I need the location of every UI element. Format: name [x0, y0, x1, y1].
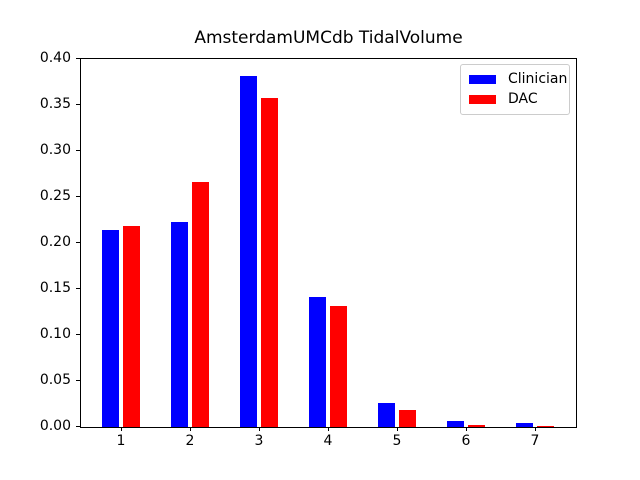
- legend-label-dac: DAC: [508, 91, 538, 107]
- y-tick-mark: [76, 104, 80, 105]
- x-axis-tick-label: 7: [530, 433, 540, 449]
- y-axis-tick-label: 0.35: [39, 96, 71, 112]
- legend-item-clinician: Clinician: [469, 69, 567, 89]
- x-tick-mark: [466, 427, 467, 431]
- y-tick-mark: [76, 334, 80, 335]
- x-tick-mark: [190, 427, 191, 431]
- y-tick-mark: [76, 426, 80, 427]
- y-axis-tick-label: 0.25: [39, 188, 71, 204]
- y-axis-tick-label: 0.10: [39, 326, 71, 342]
- x-axis-tick-label: 5: [392, 433, 402, 449]
- bar-dac-3: [261, 98, 278, 427]
- y-axis-tick-label: 0.40: [39, 50, 71, 66]
- chart-title: AmsterdamUMCdb TidalVolume: [194, 28, 463, 48]
- bar-clinician-4: [309, 297, 326, 427]
- y-tick-mark: [76, 58, 80, 59]
- y-tick-mark: [76, 242, 80, 243]
- bar-clinician-2: [171, 222, 188, 427]
- bar-clinician-7: [516, 423, 533, 427]
- plot-area: [80, 58, 577, 428]
- x-axis-tick-label: 6: [461, 433, 471, 449]
- legend-swatch-clinician-icon: [469, 74, 496, 84]
- bar-dac-1: [123, 226, 140, 427]
- y-tick-mark: [76, 196, 80, 197]
- x-axis-tick-label: 2: [185, 433, 195, 449]
- bar-dac-6: [468, 425, 485, 427]
- legend-label-clinician: Clinician: [508, 71, 568, 87]
- legend-swatch-dac-icon: [469, 94, 496, 104]
- bar-dac-2: [192, 182, 209, 427]
- y-tick-mark: [76, 380, 80, 381]
- x-tick-mark: [259, 427, 260, 431]
- bar-clinician-3: [240, 76, 257, 427]
- x-tick-mark: [397, 427, 398, 431]
- bar-dac-4: [330, 306, 347, 427]
- y-axis-tick-label: 0.30: [39, 142, 71, 158]
- x-tick-mark: [328, 427, 329, 431]
- x-tick-mark: [535, 427, 536, 431]
- x-axis-tick-label: 4: [323, 433, 333, 449]
- x-axis-tick-label: 3: [254, 433, 264, 449]
- y-axis-tick-label: 0.15: [39, 280, 71, 296]
- legend-item-dac: DAC: [469, 89, 561, 109]
- y-tick-mark: [76, 288, 80, 289]
- legend: Clinician DAC: [460, 64, 570, 115]
- y-axis-tick-label: 0.00: [39, 418, 71, 434]
- y-axis-tick-label: 0.05: [39, 372, 71, 388]
- x-axis-tick-label: 1: [116, 433, 126, 449]
- bar-dac-7: [537, 426, 554, 427]
- bar-clinician-5: [378, 403, 395, 427]
- y-tick-mark: [76, 150, 80, 151]
- bar-dac-5: [399, 410, 416, 427]
- y-axis-tick-label: 0.20: [39, 234, 71, 250]
- x-tick-mark: [121, 427, 122, 431]
- bar-clinician-6: [447, 421, 464, 427]
- bar-clinician-1: [102, 230, 119, 427]
